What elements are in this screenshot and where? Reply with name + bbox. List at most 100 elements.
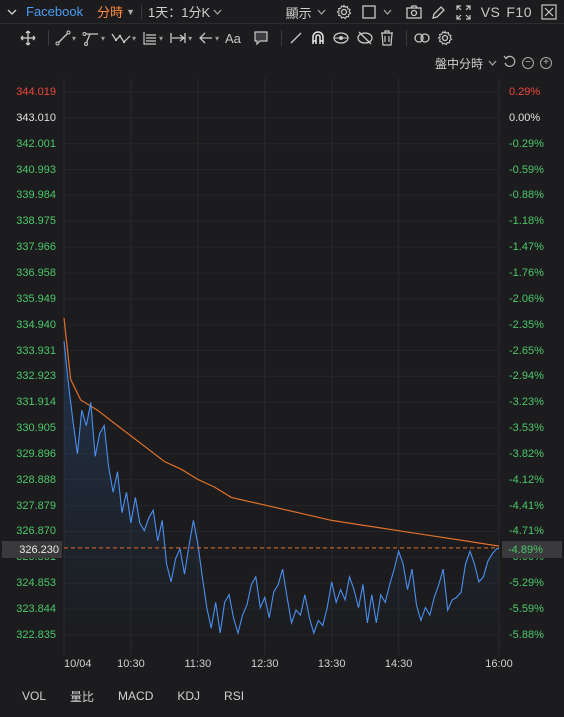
indicator-tab[interactable]: RSI: [224, 689, 245, 703]
symbol-label[interactable]: Facebook: [26, 4, 84, 19]
price-axis-left: 344.019 343.010 342.001 340.993 339.984 338.9…: [0, 80, 60, 660]
percent-tick-label: -3.23%: [509, 396, 544, 409]
average-price-line: [63, 317, 500, 547]
price-tick-label: 329.896: [16, 447, 56, 460]
indicator-tabs: VOL 量比 MACD KDJ RSI: [10, 686, 256, 706]
price-tick-label: 324.853: [16, 577, 56, 590]
chevron-down-icon[interactable]: ▼: [126, 6, 136, 17]
time-axis: 10/04 10:30 11:30 12:30 13:30 14:30 16:00: [0, 658, 564, 674]
zoom-out-icon[interactable]: −: [522, 57, 534, 69]
session-selector[interactable]: 盤中分時: [434, 56, 483, 71]
chevron-down-icon[interactable]: [213, 7, 222, 17]
percent-tick-label: -3.53%: [509, 422, 544, 435]
measure-tool-icon[interactable]: ▾: [169, 26, 192, 50]
price-tick-label: 336.958: [16, 266, 56, 279]
time-tick-label: 10:30: [117, 658, 145, 670]
percent-tick-label: -2.94%: [509, 370, 544, 383]
time-tick-label: 10/04: [64, 658, 92, 670]
current-percent-tag: -4.89%: [502, 541, 562, 558]
indicator-tab[interactable]: 量比: [70, 689, 95, 704]
link-icon[interactable]: [413, 26, 431, 50]
svg-text:Aa: Aa: [225, 31, 242, 46]
price-tick-label: 343.010: [16, 111, 56, 124]
percent-tick-label: -5.29%: [509, 577, 544, 590]
percent-tick-label: -0.29%: [509, 137, 544, 150]
vs-button[interactable]: VS: [480, 4, 501, 20]
wave-tool-icon[interactable]: ▾: [111, 26, 136, 50]
close-box-icon[interactable]: [538, 1, 560, 23]
percent-tick-label: -1.18%: [509, 215, 544, 228]
percent-tick-label: -3.82%: [509, 447, 544, 460]
gear-icon[interactable]: [333, 1, 355, 23]
trash-icon[interactable]: [380, 26, 394, 50]
gear-icon[interactable]: [437, 26, 453, 50]
tab-time-sharing[interactable]: 分時: [97, 5, 124, 20]
range-selector[interactable]: 1天：1分K: [148, 5, 211, 20]
indicator-tab[interactable]: KDJ: [177, 689, 201, 703]
divider: [406, 30, 408, 46]
percent-tick-label: -5.59%: [509, 603, 544, 615]
divider: [48, 30, 49, 46]
camera-icon[interactable]: [403, 1, 425, 23]
line-tool-icon[interactable]: ▾: [55, 26, 76, 50]
percent-tick-label: -1.47%: [509, 241, 544, 254]
pencil-icon[interactable]: [288, 26, 304, 50]
f10-button[interactable]: F10: [506, 4, 532, 20]
price-tick-label: 333.931: [16, 344, 56, 357]
chart-grid: [63, 78, 500, 655]
price-tick-label: 331.914: [16, 396, 56, 409]
percent-tick-label: -1.76%: [509, 266, 544, 279]
percent-tick-label: -4.71%: [509, 525, 544, 538]
time-tick-label: 12:30: [251, 658, 279, 670]
indicator-tab[interactable]: VOL: [22, 689, 47, 703]
fibonacci-tool-icon[interactable]: ▾: [142, 26, 163, 50]
text-tool-icon[interactable]: Aa: [225, 26, 243, 50]
percent-tick-label: -2.65%: [509, 344, 544, 357]
price-tick-label: 322.835: [16, 628, 56, 641]
drawing-toolbar: ▾ ▾ ▾ ▾ ▾ ▾ Aa: [0, 25, 564, 51]
price-tick-label: 326.870: [16, 525, 56, 538]
chevron-down-icon[interactable]: [0, 0, 24, 24]
price-area-fill: [64, 341, 499, 639]
channel-tool-icon[interactable]: ▾: [82, 26, 105, 50]
price-line: [63, 341, 499, 636]
percent-tick-label: 0.00%: [509, 111, 541, 124]
note-icon[interactable]: [253, 26, 269, 50]
crosshair-icon[interactable]: [20, 26, 36, 50]
time-tick-label: 16:00: [485, 658, 513, 670]
pen-icon[interactable]: [428, 1, 450, 23]
time-tick-label: 13:30: [317, 658, 346, 670]
indicator-tab[interactable]: MACD: [118, 689, 154, 703]
price-tick-label: 337.966: [16, 241, 56, 254]
price-tick-label: 340.993: [16, 163, 56, 176]
arrow-tool-icon[interactable]: ▾: [198, 26, 219, 50]
chevron-down-icon[interactable]: [383, 7, 392, 17]
chevron-down-icon[interactable]: [488, 58, 497, 68]
price-tick-label: 327.879: [16, 499, 56, 512]
undo-icon[interactable]: [503, 55, 516, 71]
percent-tick-label: -2.06%: [509, 292, 544, 305]
checkbox-icon[interactable]: [358, 1, 380, 23]
divider: [281, 30, 283, 46]
time-tick-label: 14:30: [384, 658, 413, 670]
percent-tick-label: -4.12%: [509, 473, 544, 486]
eye-off-icon[interactable]: [356, 26, 374, 50]
magnet-icon[interactable]: [310, 26, 326, 50]
percent-tick-label: 0.29%: [509, 86, 541, 98]
zoom-in-icon[interactable]: +: [540, 57, 552, 69]
percent-tick-label: -4.41%: [509, 499, 544, 512]
eye-icon[interactable]: [332, 26, 350, 50]
price-tick-label: 335.949: [16, 292, 56, 305]
price-tick-label: 323.844: [16, 603, 56, 615]
time-tick-label: 11:30: [184, 658, 212, 670]
display-menu[interactable]: 顯示: [285, 5, 312, 21]
chevron-down-icon[interactable]: [317, 7, 326, 17]
percent-tick-label: -0.88%: [509, 189, 544, 202]
toolbar-right: 顯示 VS F10: [286, 0, 564, 24]
price-tick-label: 342.001: [16, 137, 56, 150]
price-tick-label: 330.905: [16, 422, 56, 435]
percent-tick-label: -2.35%: [509, 318, 544, 331]
fullscreen-icon[interactable]: [453, 1, 475, 23]
session-toolbar: 盤中分時 − +: [435, 52, 552, 74]
